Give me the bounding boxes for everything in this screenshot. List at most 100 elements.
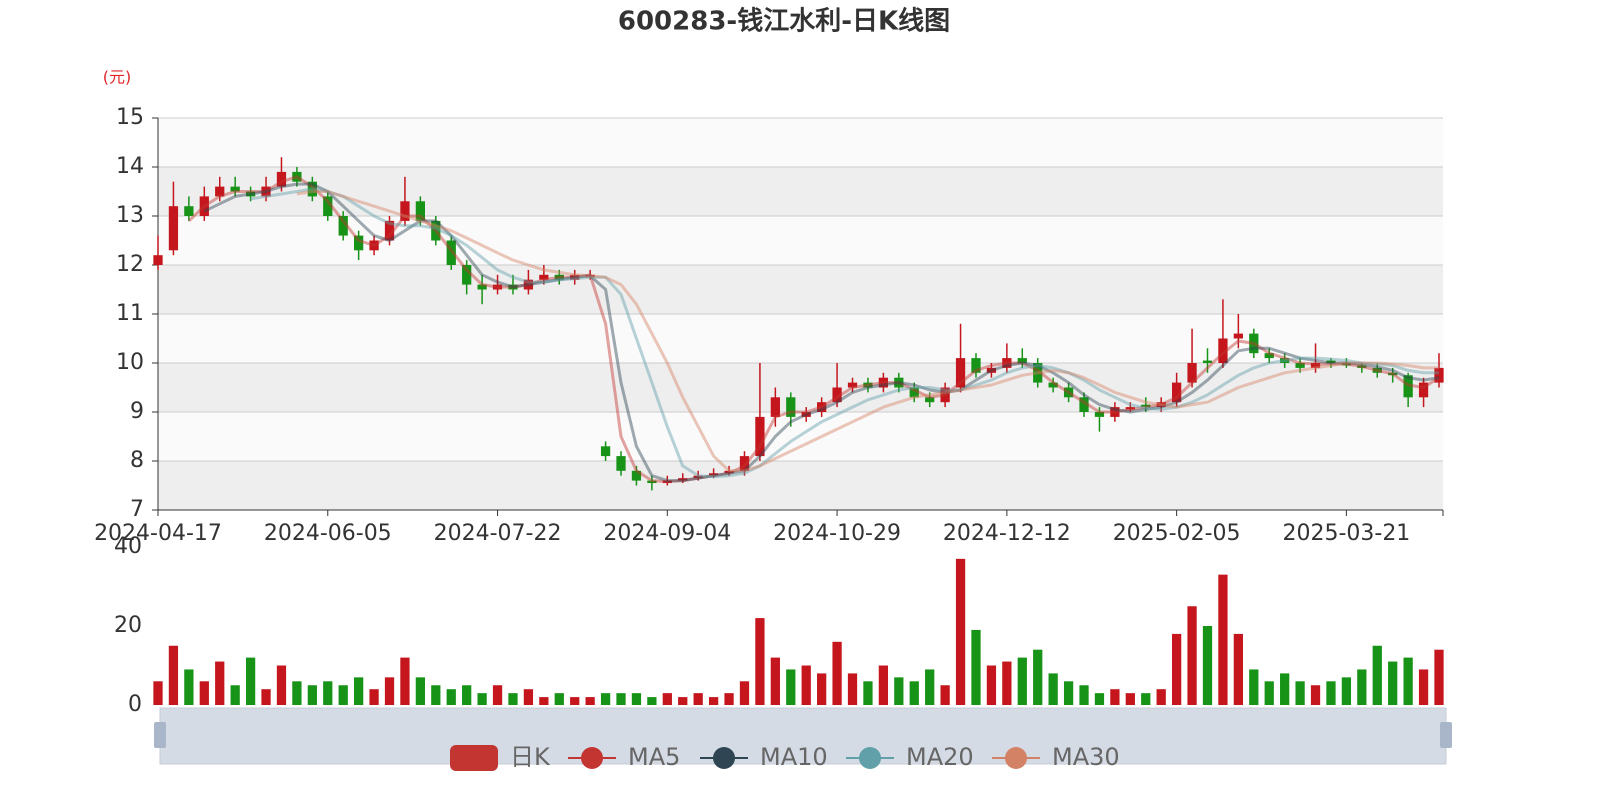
volume-bar [1357,669,1367,705]
volume-bar [184,669,194,705]
volume-bar [909,681,919,705]
candle-body [1434,367,1444,383]
y-tick-label: 9 [130,399,144,424]
candle-body [199,196,209,216]
candle-body [1264,353,1274,359]
legend-item[interactable]: MA10 [700,743,828,771]
volume-bar [1310,685,1321,705]
volume-bar [1372,645,1382,705]
candle-body [1141,404,1151,408]
split-area [158,216,1443,265]
legend-item[interactable]: MA5 [568,743,680,771]
x-tick-label: 2025-03-21 [1282,521,1410,546]
candle-body [878,377,889,388]
y-tick-label: 15 [116,105,144,130]
candle-body [1110,407,1120,417]
x-tick-label: 2025-02-05 [1113,521,1241,546]
volume-bar [215,661,225,705]
candle-body [1002,358,1012,368]
candle-body [415,201,426,221]
candle-body [323,196,333,216]
volume-bar [570,697,580,705]
volume-bar [508,693,518,705]
slider-track[interactable] [159,707,1447,765]
candle-body [523,279,534,290]
candle-body [215,186,225,197]
ma-line [187,175,1440,484]
candle-body [1341,363,1352,366]
candle-body [539,274,549,280]
legend-item[interactable]: MA30 [992,743,1120,771]
volume-bar [153,681,163,705]
volume-bar [292,681,302,705]
candle-body [1403,375,1413,398]
legend-label: MA5 [628,743,680,771]
y-tick-label: 10 [116,350,144,375]
split-area [158,461,1443,510]
candle-body [184,206,194,216]
slider-handle[interactable] [154,722,166,748]
candle-body [770,397,780,417]
candle-body [631,470,642,481]
candle-body [1171,382,1182,403]
volume-bar [199,681,209,705]
volume-bar [940,685,950,705]
volume-bar [585,697,595,705]
candle-body [276,171,287,187]
candle-body [1156,402,1166,408]
legend-label: 日K [510,743,551,771]
candle-body [492,284,503,290]
volume-bar [801,665,811,705]
volume-bar [894,677,904,705]
volume-bar [384,677,395,705]
volume-bar [338,685,348,705]
volume-bar [1063,681,1074,705]
volume-bar [400,657,410,705]
volume-bar [1326,681,1336,705]
volume-bar [307,685,317,705]
volume-tick-label: 20 [114,613,142,638]
volume-bar [662,693,672,705]
legend-item[interactable]: 日K [450,743,551,771]
volume-bar [971,629,981,705]
volume-bar [1434,649,1444,705]
split-area [158,363,1443,412]
candle-body [600,446,611,457]
volume-bar [230,685,240,705]
split-area [158,118,1443,167]
candle-body [832,387,842,403]
candle-body [1326,360,1336,363]
y-tick-label: 12 [116,252,144,277]
candle-body [245,191,256,197]
x-tick-label: 2024-04-17 [94,521,222,546]
legend-icon [450,745,498,771]
candle-body [554,274,564,280]
candle-body [1033,363,1043,383]
volume-bar [261,689,271,705]
volume-bar [1110,689,1120,705]
candle-body [647,480,657,484]
volume-bar [647,697,657,705]
slider-handle[interactable] [1440,722,1452,748]
candle-body [1280,358,1290,363]
legend-item[interactable]: MA20 [846,743,974,771]
volume-bar [323,681,333,705]
candle-body [817,402,827,412]
volume-bar [739,681,750,705]
volume-bar [878,665,889,705]
volume-bar [1233,633,1243,705]
data-zoom-slider[interactable]: 日K MA5 MA10 MA20 MA30 [154,707,1452,771]
candle-body [1017,358,1027,363]
legend-label: MA20 [906,743,974,771]
volume-bar [554,693,564,705]
candle-body [786,397,796,417]
volume-bar [724,693,734,705]
ma-line [296,190,1439,473]
candle-body [1295,363,1305,368]
candle-body [863,382,873,388]
volume-bar [1094,693,1105,705]
volume-bar [354,677,364,705]
candle-body [940,387,950,403]
candle-body [1249,333,1259,354]
